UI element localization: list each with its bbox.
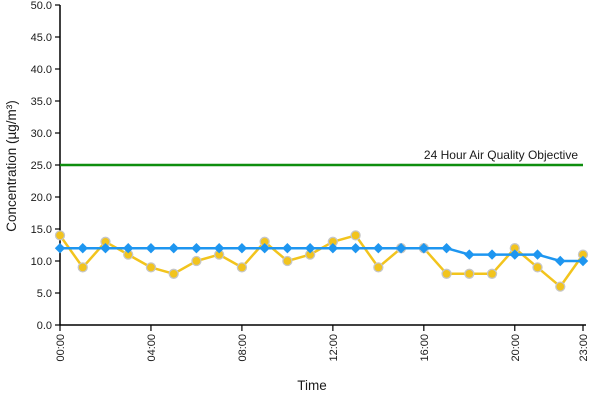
blue-rolling-average-marker [441,243,452,254]
blue-rolling-average-marker [259,243,270,254]
blue-rolling-average-marker [191,243,202,254]
blue-rolling-average-marker [555,255,566,267]
blue-rolling-average-marker [236,243,248,254]
gold-hourly-concentration-marker [236,262,248,273]
y-axis-tick-label: 45.0 [31,32,52,44]
blue-rolling-average-marker [100,243,111,254]
blue-rolling-average-marker [577,255,589,267]
blue-rolling-average-marker [282,243,293,254]
gold-hourly-concentration-marker [373,262,384,273]
plot-area: 0.0 5.0 10.0 15.0 20.0 25.0 30.0 35.0 40.0 45.0 50… [31,0,590,362]
x-axis-tick-label: 04:00 [146,334,158,362]
blue-rolling-average-marker [373,243,384,254]
gold-hourly-concentration-marker [441,268,452,279]
blue-rolling-average-marker [509,249,520,260]
y-axis-tick-label: 10.0 [31,256,52,268]
gold-hourly-concentration-marker [282,255,293,267]
y-axis-tick-label: 50.0 [31,0,52,12]
reference-line-label: 24 Hour Air Quality Objective [424,148,578,162]
gold-hourly-concentration-marker [464,268,475,279]
blue-rolling-average-marker [418,243,430,254]
blue-rolling-average-marker [327,243,339,254]
blue-rolling-average-marker [168,243,179,254]
gold-hourly-concentration-marker [191,255,202,267]
blue-rolling-average-marker [486,249,498,260]
gold-hourly-concentration-marker [486,268,498,279]
blue-rolling-average-marker [123,243,134,254]
blue-rolling-average-marker [464,249,475,260]
blue-rolling-average-marker [145,243,157,254]
x-axis-tick-label: 12:00 [328,334,340,362]
blue-rolling-average-marker [54,243,66,254]
x-axis-tick-label: 16:00 [419,334,431,362]
blue-rolling-average-marker [77,243,88,254]
y-axis-title: Concentration (µg/m³) [4,100,19,232]
gold-hourly-concentration-marker [77,262,88,273]
gold-hourly-concentration-marker [145,262,157,273]
y-axis-tick-label: 0.0 [37,320,52,332]
gold-hourly-concentration-marker [555,281,566,292]
gold-hourly-concentration-marker [532,262,543,273]
x-axis-tick-label: 23:00 [578,334,590,362]
y-axis-tick-label: 40.0 [31,64,52,76]
blue-rolling-average-marker [304,243,316,254]
x-axis-tick-label: 00:00 [55,334,67,362]
gold-hourly-concentration-line [58,234,585,288]
y-axis-tick-label: 15.0 [31,224,52,236]
gold-hourly-concentration-marker [350,230,361,241]
blue-rolling-average-marker [350,243,361,254]
gold-hourly-concentration-marker [168,268,179,279]
blue-rolling-average-marker [532,249,543,260]
y-axis-tick-label: 35.0 [31,96,52,108]
x-axis-tick-label: 08:00 [237,334,249,362]
gold-hourly-concentration-marker [54,230,66,241]
y-axis-tick-label: 5.0 [37,288,52,300]
x-axis-title: Time [297,378,327,393]
x-axis-tick-label: 20:00 [510,334,522,362]
blue-rolling-average-marker [213,243,225,254]
y-axis-tick-label: 25.0 [31,160,52,172]
y-axis-tick-label: 20.0 [31,192,52,204]
y-axis-tick-label: 30.0 [31,128,52,140]
blue-rolling-average-marker [395,243,407,254]
